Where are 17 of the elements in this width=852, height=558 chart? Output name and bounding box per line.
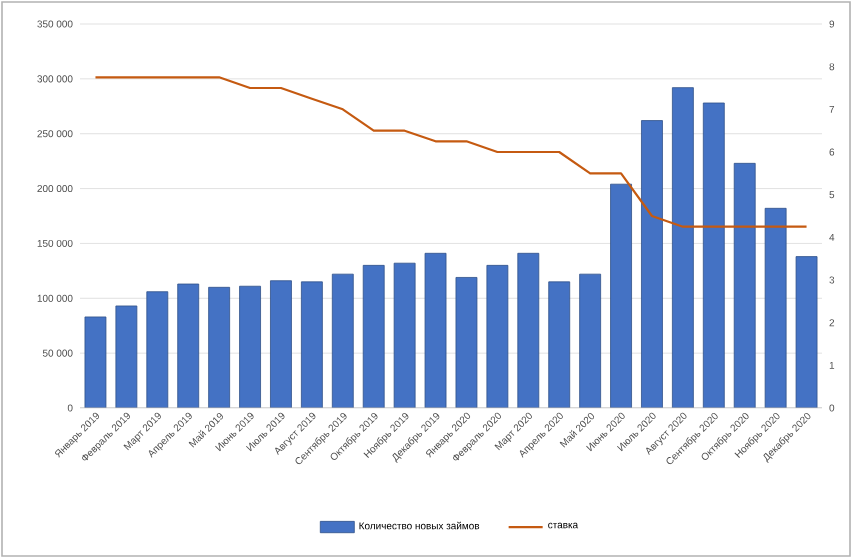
bar: [702, 102, 725, 408]
bar: [146, 291, 169, 408]
bar: [239, 285, 261, 408]
bar: [270, 280, 292, 408]
bar: [641, 120, 663, 408]
bar: [208, 286, 231, 408]
bar: [177, 283, 200, 408]
bar: [671, 87, 694, 408]
bar: [331, 273, 354, 408]
bar: [362, 264, 385, 408]
bar: [548, 281, 571, 408]
bar: [300, 281, 323, 408]
bar: [795, 256, 818, 408]
bar: [610, 183, 632, 408]
bar: [517, 252, 540, 408]
bar: [733, 162, 756, 408]
bar: [579, 273, 602, 408]
